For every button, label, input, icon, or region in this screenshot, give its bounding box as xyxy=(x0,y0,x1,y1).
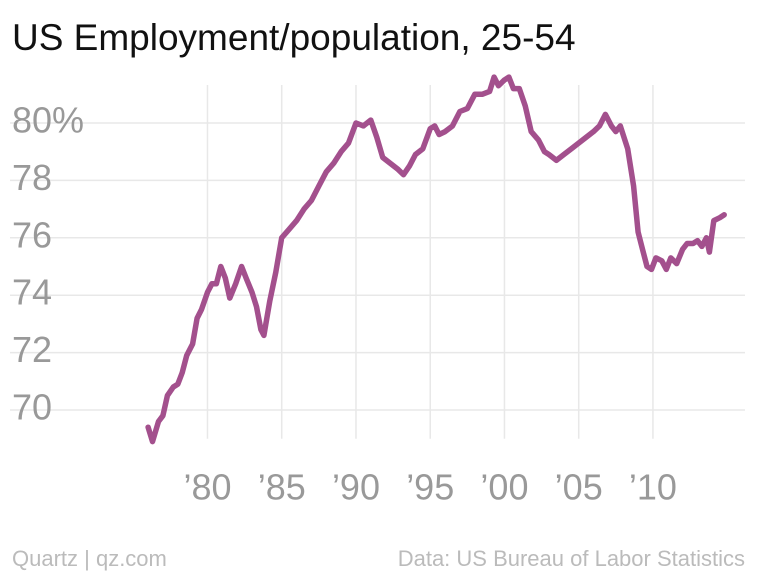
x-tick-label: ’05 xyxy=(555,467,603,508)
y-tick-label: 74 xyxy=(12,272,52,313)
x-tick-label: ’00 xyxy=(480,467,528,508)
y-tick-label: 72 xyxy=(12,329,52,370)
x-tick-label: ’95 xyxy=(406,467,454,508)
y-tick-label: 76 xyxy=(12,214,52,255)
line xyxy=(145,74,727,445)
x-tick-label: ’90 xyxy=(332,467,380,508)
source-left: Quartz | qz.com xyxy=(12,546,167,571)
source-right: Data: US Bureau of Labor Statistics xyxy=(398,546,745,571)
x-tick-label: ’85 xyxy=(258,467,306,508)
y-tick-label: 80% xyxy=(12,100,84,141)
y-tick-label: 78 xyxy=(12,157,52,198)
x-tick-label: ’10 xyxy=(629,467,677,508)
chart-title: US Employment/population, 25-54 xyxy=(12,17,576,58)
x-tick-label: ’80 xyxy=(183,467,231,508)
y-tick-label: 70 xyxy=(12,387,52,428)
